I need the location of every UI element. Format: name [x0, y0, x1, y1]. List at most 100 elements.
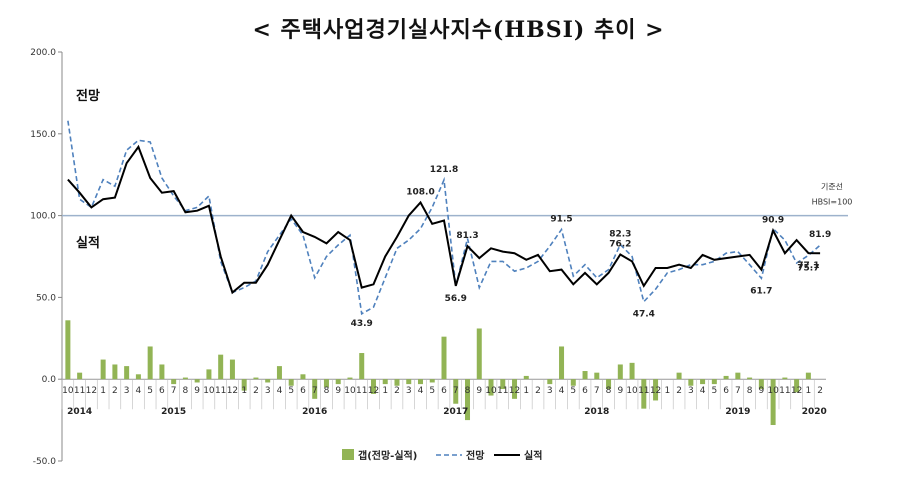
- x-tick-label: 7: [453, 386, 459, 396]
- x-tick-label: 10: [62, 386, 74, 396]
- x-tick-label: 5: [288, 386, 294, 396]
- gap-bar: [112, 364, 118, 380]
- gap-bar: [559, 346, 565, 380]
- x-tick-label: 8: [465, 386, 471, 396]
- x-tick-label: 6: [441, 386, 447, 396]
- x-tick-label: 6: [582, 386, 588, 396]
- gap-bar: [300, 374, 306, 380]
- x-tick-label: 1: [806, 386, 812, 396]
- x-tick-label: 11: [779, 386, 790, 396]
- x-tick-label: 9: [758, 386, 764, 396]
- gap-bar: [711, 379, 717, 385]
- y-tick-label: 100.0: [30, 212, 56, 222]
- x-tick-label: 8: [324, 386, 330, 396]
- year-label: 2016: [302, 407, 327, 417]
- gap-bar: [476, 328, 482, 380]
- x-tick-label: 6: [300, 386, 306, 396]
- x-tick-label: 1: [382, 386, 388, 396]
- gap-bar: [547, 379, 553, 385]
- x-tick-label: 12: [791, 386, 802, 396]
- x-tick-label: 12: [86, 386, 97, 396]
- gap-bar: [276, 366, 282, 380]
- x-tick-label: 8: [606, 386, 612, 396]
- data-label: 81.3: [456, 231, 478, 241]
- annotation-actual: 실적: [76, 235, 100, 251]
- x-tick-label: 2: [394, 386, 400, 396]
- x-tick-label: 3: [688, 386, 694, 396]
- gap-bar: [194, 379, 200, 383]
- x-tick-label: 10: [485, 386, 497, 396]
- x-tick-label: 4: [559, 386, 565, 396]
- x-tick-label: 3: [406, 386, 412, 396]
- gap-bar: [406, 379, 412, 385]
- annotation-forecast: 전망: [76, 88, 100, 104]
- gap-bar: [805, 372, 811, 380]
- x-tick-label: 11: [74, 386, 85, 396]
- gap-bar: [335, 379, 341, 385]
- gap-bar: [747, 377, 753, 380]
- year-label: 2018: [584, 407, 609, 417]
- y-tick-label: 200.0: [30, 48, 56, 58]
- x-tick-label: 5: [711, 386, 717, 396]
- chart-title: < 주택사업경기실사지수(HBSI) 추이 >: [252, 17, 665, 43]
- y-tick-label: 0.0: [42, 375, 57, 385]
- gap-bar: [500, 379, 506, 390]
- gap-bar: [582, 371, 588, 380]
- reference-label-2: HBSI=100: [812, 198, 853, 207]
- gap-bar: [77, 372, 83, 380]
- x-tick-label: 11: [497, 386, 508, 396]
- x-tick-label: 7: [171, 386, 177, 396]
- gap-bar: [570, 379, 576, 386]
- forecast-line: [67, 120, 821, 316]
- x-tick-label: 2: [535, 386, 541, 396]
- x-tick-label: 11: [356, 386, 367, 396]
- data-label: 56.9: [445, 294, 467, 304]
- gap-bar: [100, 359, 106, 380]
- gap-bar: [523, 375, 529, 380]
- x-tick-label: 1: [100, 386, 106, 396]
- gap-bar: [241, 379, 247, 391]
- gap-bar: [700, 379, 706, 385]
- x-tick-label: 3: [124, 386, 130, 396]
- x-tick-label: 12: [368, 386, 379, 396]
- gap-bar: [229, 359, 235, 380]
- x-tick-label: 4: [277, 386, 283, 396]
- gap-bar: [159, 364, 165, 380]
- x-tick-label: 12: [509, 386, 520, 396]
- x-tick-label: 8: [183, 386, 189, 396]
- x-tick-label: 1: [664, 386, 670, 396]
- legend-swatch-gap: [342, 449, 354, 460]
- y-tick-label: 50.0: [36, 293, 56, 303]
- x-tick-label: 5: [429, 386, 435, 396]
- gap-bar: [359, 353, 365, 380]
- legend-label-forecast: 전망: [466, 449, 485, 462]
- x-tick-label: 5: [570, 386, 576, 396]
- gap-bar: [594, 372, 600, 380]
- gap-bar: [723, 375, 729, 380]
- year-label: 2015: [161, 407, 186, 417]
- gap-bar: [512, 379, 518, 399]
- x-tick-label: 10: [767, 386, 779, 396]
- gap-bar: [65, 320, 71, 380]
- gap-bar: [441, 336, 447, 380]
- gap-bar: [606, 379, 612, 390]
- reference-label-1: 기준선: [821, 183, 843, 192]
- gap-bar: [147, 346, 153, 380]
- y-tick-label: -50.0: [33, 457, 57, 467]
- gap-bar: [488, 379, 494, 396]
- gap-bar: [617, 364, 623, 380]
- data-label: 90.9: [762, 215, 784, 225]
- data-label: 75.7: [797, 263, 819, 273]
- data-label: 81.9: [809, 230, 831, 240]
- data-label: 76.2: [609, 240, 631, 250]
- gap-bar: [253, 377, 259, 380]
- gap-bar: [676, 372, 682, 380]
- gap-bar: [641, 379, 647, 409]
- x-tick-label: 9: [194, 386, 200, 396]
- gap-bar: [347, 377, 353, 380]
- x-tick-label: 7: [312, 386, 318, 396]
- x-tick-label: 4: [418, 386, 424, 396]
- gap-bar: [182, 377, 188, 380]
